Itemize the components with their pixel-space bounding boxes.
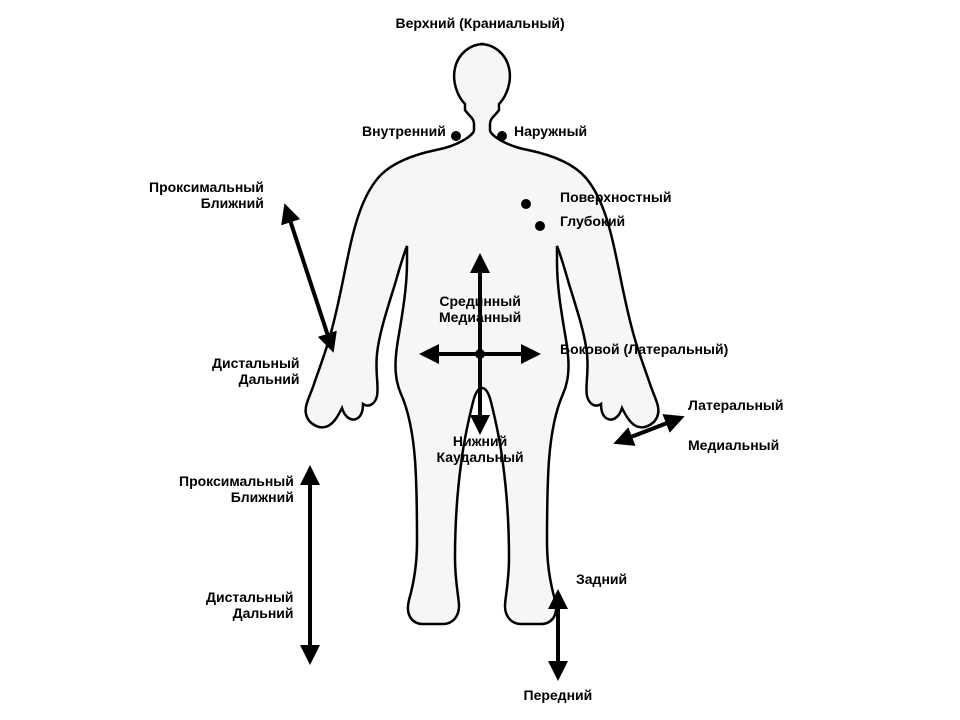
anatomical-directions-diagram: Верхний (Краниальный) Внутренний Наружный П… [0, 0, 960, 720]
diagram-svg [0, 0, 960, 720]
label-hand-medial: Медиальный [688, 437, 779, 453]
label-cranial: Верхний (Краниальный) [396, 15, 565, 31]
label-lateral-trunk: Боковой (Латеральный) [560, 341, 728, 357]
label-superficial: Поверхностный [560, 189, 671, 205]
label-caudal: НижнийКаудальный [437, 433, 524, 465]
label-outer: Наружный [514, 123, 587, 139]
label-median: СрединныйМедианный [439, 293, 521, 325]
label-leg-distal: ДистальныйДальний [206, 589, 294, 621]
label-posterior: Задний [576, 571, 627, 587]
label-deep: Глубокий [560, 213, 625, 229]
label-arm-proximal: ПроксимальныйБлижний [149, 179, 264, 211]
dot-deep [535, 221, 545, 231]
dot-superficial [521, 199, 531, 209]
label-hand-lateral: Латеральный [688, 397, 783, 413]
arrow-arm-prox-dist [286, 208, 332, 348]
label-arm-distal: ДистальныйДальний [212, 355, 300, 387]
dot-outer [497, 131, 507, 141]
dot-inner [451, 131, 461, 141]
label-leg-proximal: ПроксимальныйБлижний [179, 473, 294, 505]
label-anterior: Передний [524, 687, 593, 703]
dot-center [475, 349, 485, 359]
label-inner: Внутренний [362, 123, 446, 139]
